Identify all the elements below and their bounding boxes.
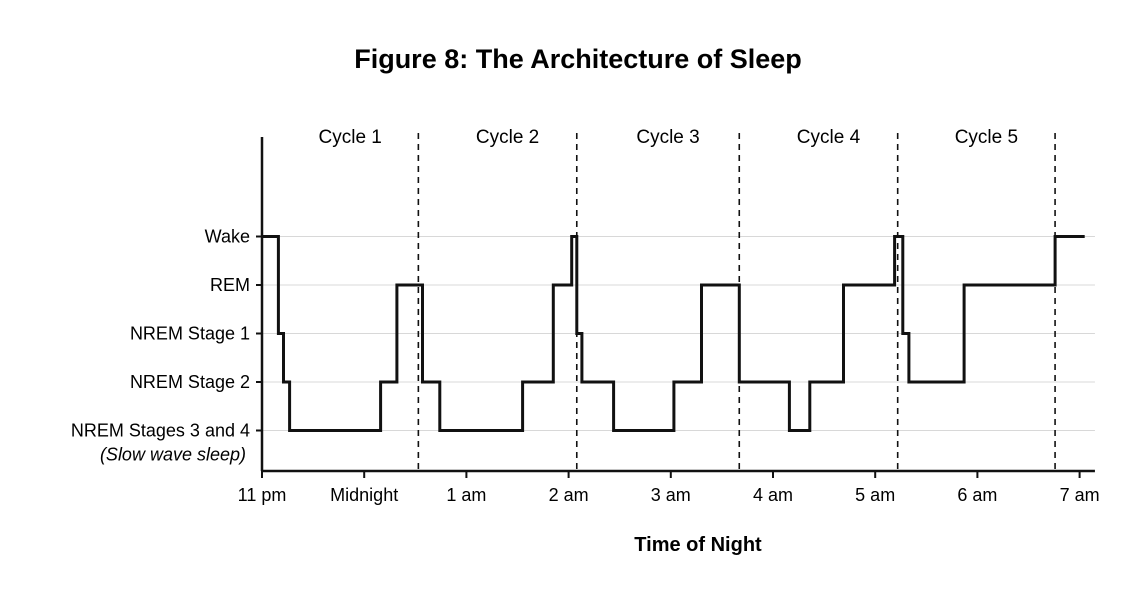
axes [260, 137, 1095, 473]
cycle-label: Cycle 1 [319, 127, 382, 148]
x-tick-label: 7 am [1060, 485, 1100, 505]
y-tick-label: NREM Stages 3 and 4 [71, 421, 250, 441]
x-tick-label: 3 am [651, 485, 691, 505]
x-tick-label: 1 am [446, 485, 486, 505]
y-tick-label: NREM Stage 2 [130, 372, 250, 392]
sleep-stage-line [262, 235, 1085, 432]
cycle-label: Cycle 5 [955, 127, 1018, 148]
gridlines [262, 236, 1095, 431]
x-tick-label: Midnight [330, 485, 398, 505]
y-tick-sublabel: (Slow wave sleep) [100, 445, 246, 465]
y-tick-label: Wake [205, 227, 250, 247]
x-tick-label: 4 am [753, 485, 793, 505]
x-tick-label: 2 am [549, 485, 589, 505]
x-tick-label: 11 pm [238, 485, 287, 505]
cycle-label: Cycle 2 [476, 127, 539, 148]
cycle-dividers: Cycle 1 Cycle 2 Cycle 3 Cycle 4 Cycle 5 [319, 127, 1056, 471]
x-tick-label: 6 am [957, 485, 997, 505]
x-axis-title: Time of Night [634, 534, 762, 556]
x-axis-labels: 11 pm Midnight 1 am 2 am 3 am 4 am 5 am 6 am 7 a… [238, 471, 1100, 505]
chart-title: Figure 8: The Architecture of Sleep [354, 44, 802, 74]
x-tick-label: 5 am [855, 485, 895, 505]
y-tick-label: NREM Stage 1 [130, 324, 250, 344]
cycle-label: Cycle 4 [797, 127, 861, 148]
cycle-label: Cycle 3 [636, 127, 699, 148]
y-axis-labels: Wake REM NREM Stage 1 NREM Stage 2 NREM Stag… [71, 227, 262, 465]
y-tick-label: REM [210, 275, 250, 295]
